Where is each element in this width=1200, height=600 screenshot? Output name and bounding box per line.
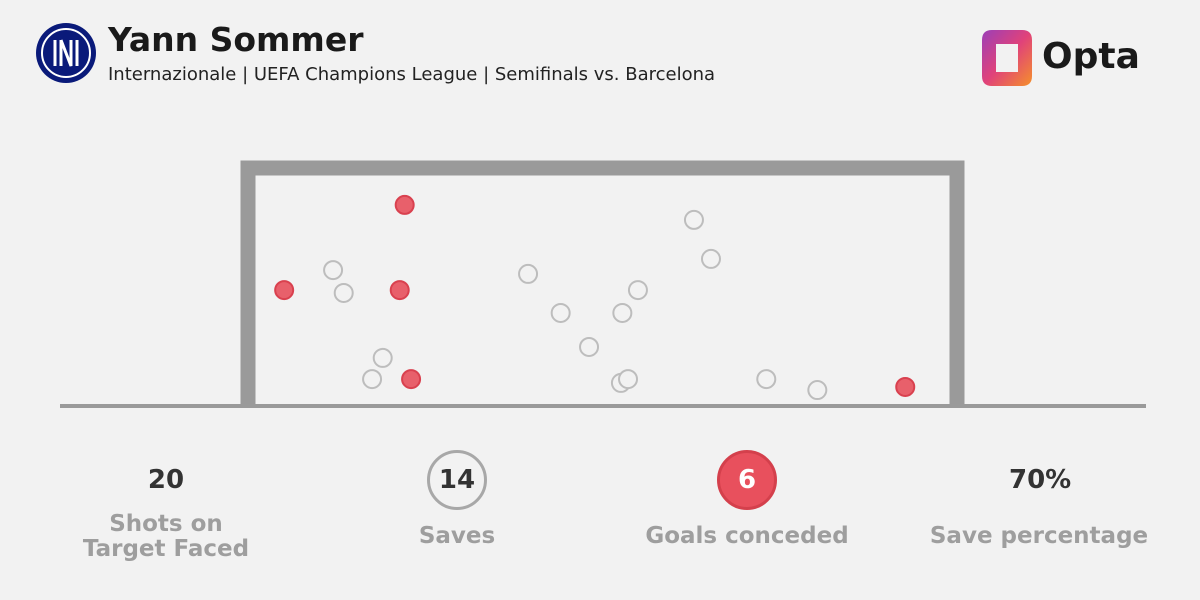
club-badge-ring [41, 28, 91, 78]
stat-value: 6 [717, 450, 777, 510]
shot [389, 280, 410, 301]
goal-frame [240, 160, 965, 406]
shot [612, 302, 633, 323]
stat: 70% Save percentage [929, 450, 1149, 549]
stat-caption: Goals conceded [645, 523, 849, 549]
brand: Opta [1042, 36, 1140, 77]
shot [700, 248, 721, 269]
shot [756, 369, 777, 390]
stat: 14 Saves [347, 450, 567, 549]
shot [807, 380, 828, 401]
stat-caption: Saves [418, 523, 496, 549]
shot [401, 369, 422, 390]
title: Yann Sommer [108, 20, 364, 59]
stat: 6 Goals conceded [637, 450, 857, 549]
shot [683, 209, 704, 230]
shot [274, 280, 295, 301]
subtitle: Internazionale | UEFA Champions League |… [108, 64, 716, 85]
shot [550, 302, 571, 323]
shot [394, 194, 415, 215]
stat-caption: Save percentage [929, 523, 1149, 549]
stat: 20 Shots on Target Faced [56, 450, 276, 562]
shot [372, 347, 393, 368]
stat-caption: Shots on Target Faced [82, 511, 250, 562]
shot [618, 369, 639, 390]
shot [323, 260, 344, 281]
stat-value: 70% [1009, 465, 1072, 495]
shot [518, 263, 539, 284]
shot [333, 282, 354, 303]
shot [362, 369, 383, 390]
shot [895, 376, 916, 397]
shots [274, 194, 916, 401]
stat-value: 20 [147, 465, 185, 495]
club-badge-letters [53, 39, 79, 67]
shot [579, 336, 600, 357]
shot [627, 280, 648, 301]
brand-logo [982, 30, 1032, 86]
stat-value: 14 [427, 450, 487, 510]
